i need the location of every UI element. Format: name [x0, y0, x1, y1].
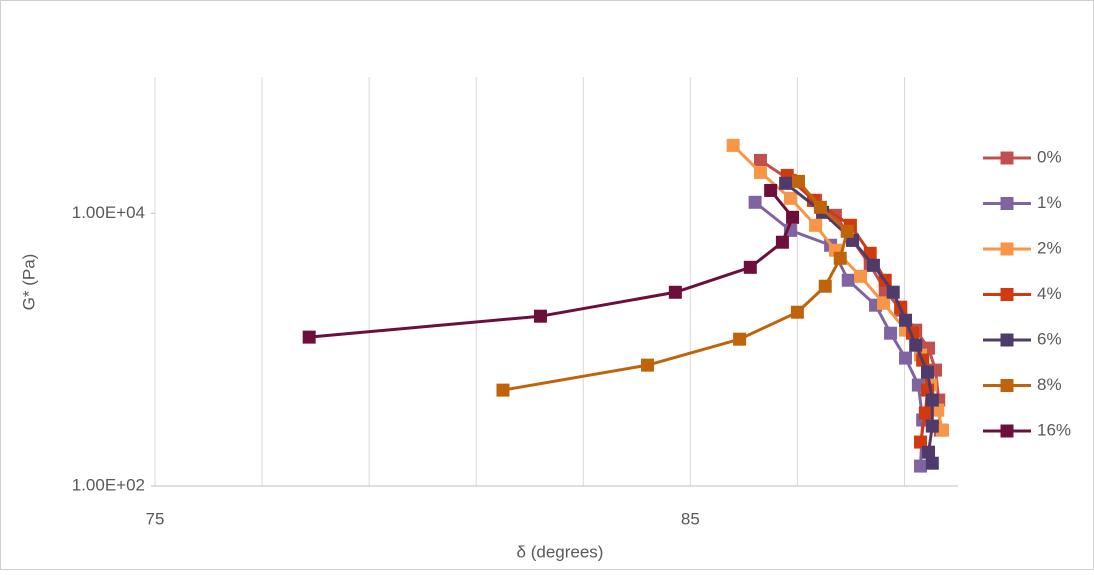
data-point [884, 326, 898, 340]
legend-label: 8% [1037, 375, 1062, 394]
data-point [783, 191, 797, 205]
legend-marker [1000, 333, 1014, 347]
data-point [790, 305, 804, 319]
data-point [922, 445, 936, 459]
data-point [935, 423, 949, 437]
data-point [918, 406, 932, 420]
legend-marker [1000, 151, 1014, 165]
data-point [764, 183, 778, 197]
data-point [733, 332, 747, 346]
data-point [920, 365, 934, 379]
legend-label: 4% [1037, 284, 1062, 303]
data-point [914, 435, 928, 449]
legend-marker [1000, 379, 1014, 392]
data-point [813, 200, 827, 214]
legend-label: 6% [1037, 329, 1062, 348]
data-point [748, 195, 762, 209]
data-point [809, 218, 823, 232]
data-point [899, 351, 913, 365]
x-tick-label: 85 [681, 509, 700, 528]
y-tick-label: 1.00E+04 [72, 203, 145, 222]
data-point [668, 285, 682, 299]
data-point [925, 456, 939, 470]
data-point [641, 358, 655, 372]
data-point [840, 224, 854, 238]
x-tick-label: 75 [146, 509, 165, 528]
legend-marker [1000, 424, 1014, 438]
x-axis-title: δ (degrees) [517, 542, 604, 561]
series-line [754, 201, 925, 467]
data-point [866, 258, 880, 272]
data-point [914, 459, 928, 473]
legend-label: 16% [1037, 420, 1071, 439]
data-point [909, 338, 923, 352]
data-point [886, 285, 900, 299]
data-point [925, 419, 939, 433]
data-point [877, 296, 891, 310]
legend-marker [1000, 288, 1014, 301]
data-point [753, 165, 767, 179]
legend-marker [1000, 197, 1014, 210]
y-axis-title: G* (Pa) [19, 254, 38, 311]
data-point [726, 138, 740, 152]
data-point [743, 260, 757, 274]
data-point [753, 153, 767, 167]
data-point [925, 393, 939, 407]
data-point [899, 313, 913, 327]
legend-label: 1% [1037, 193, 1062, 212]
data-point [786, 210, 800, 224]
data-point [791, 174, 805, 188]
data-point [841, 273, 855, 287]
legend-label: 0% [1037, 147, 1062, 166]
y-tick-label: 1.00E+02 [72, 475, 145, 494]
legend-marker [1000, 242, 1014, 256]
data-point [533, 309, 547, 323]
data-point [833, 251, 847, 265]
legend-label: 2% [1037, 238, 1062, 257]
data-point [302, 330, 316, 344]
data-point [818, 279, 832, 293]
data-point [496, 383, 510, 397]
data-point [775, 235, 789, 249]
data-point [931, 403, 945, 417]
data-point [779, 176, 793, 190]
data-point [854, 269, 868, 283]
